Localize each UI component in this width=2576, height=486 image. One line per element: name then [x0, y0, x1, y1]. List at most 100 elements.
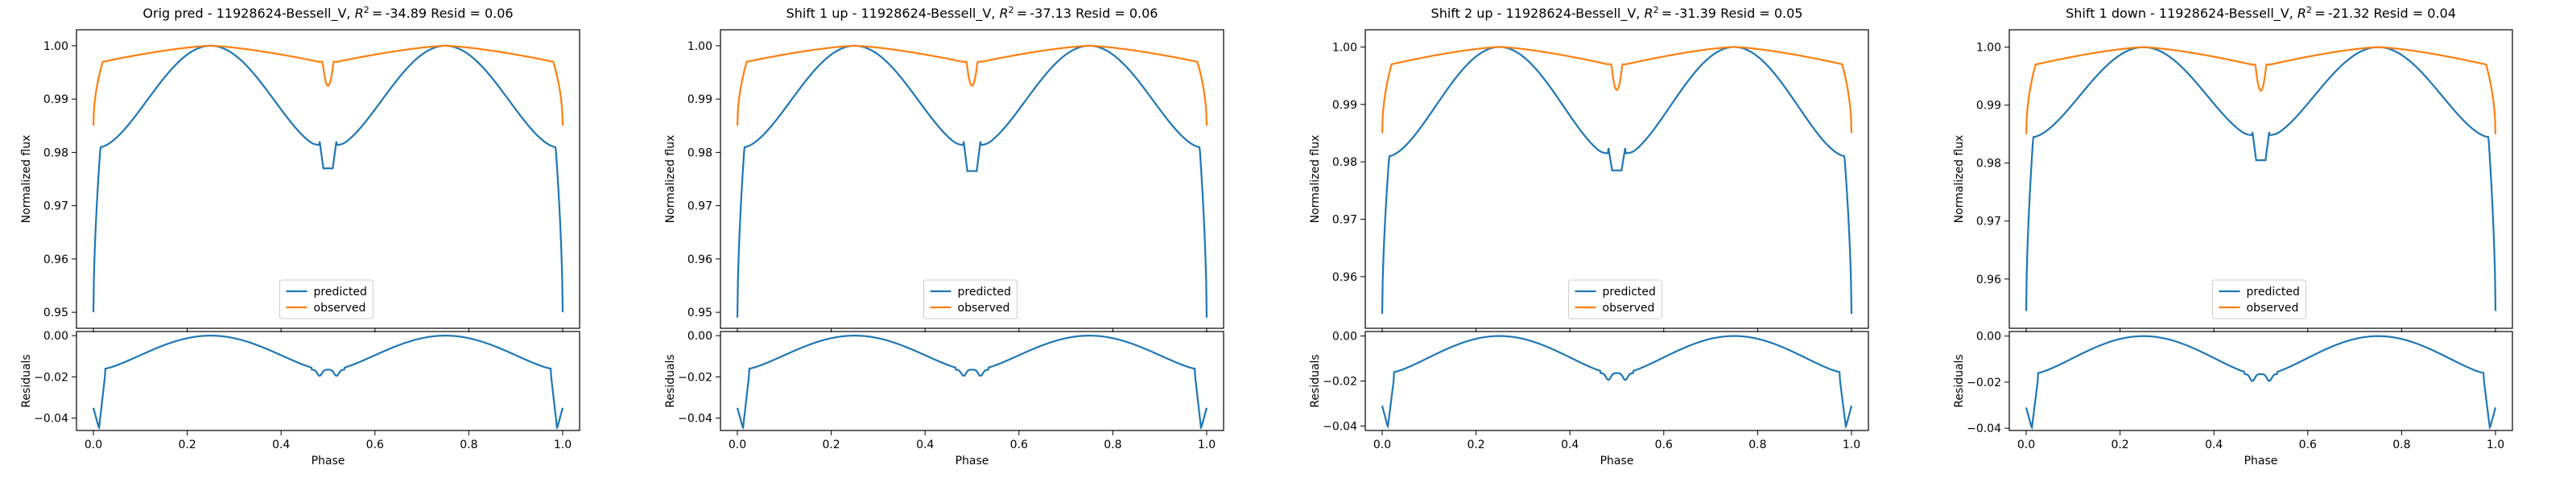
- flux-ytick-label: 1.00: [687, 40, 712, 53]
- flux-ytick-label: 0.99: [1976, 100, 2001, 113]
- residual-xtick-label: 0.6: [1655, 439, 1673, 451]
- residual-xtick-label: 0.2: [1467, 439, 1484, 451]
- residual-ylabel: Residuals: [664, 354, 677, 407]
- residual-xtick-label: 0.2: [2111, 439, 2128, 451]
- residual-ytick-label: 0.00: [43, 330, 68, 343]
- flux-ytick-label: 0.98: [1976, 158, 2001, 171]
- flux-ytick-label: 0.97: [1332, 213, 1357, 226]
- residual-ylabel: Residuals: [20, 354, 33, 407]
- r2-symbol: R: [2297, 6, 2306, 21]
- flux-ytick-label: 0.97: [1976, 216, 2001, 229]
- legend-label-predicted: predicted: [314, 286, 367, 299]
- legend-label-predicted: predicted: [2247, 286, 2300, 299]
- chart-panel-3: Shift 2 up - 11928624-Bessell_V, R2 = -3…: [1309, 5, 1869, 467]
- residual-xlabel: Phase: [2244, 455, 2278, 467]
- residual-xtick-label: 0.4: [272, 439, 290, 451]
- residual-xtick-label: 0.6: [366, 439, 384, 451]
- residual-xlabel: Phase: [312, 455, 345, 467]
- flux-ytick-label: 0.96: [43, 253, 68, 266]
- residual-ytick-label: −0.02: [34, 371, 68, 384]
- legend-label-observed: observed: [958, 302, 1010, 315]
- r2-exponent: 2: [1009, 5, 1014, 15]
- legend-label-observed: observed: [2247, 302, 2299, 315]
- flux-ytick-label: 0.97: [43, 200, 68, 213]
- flux-ytick-label: 0.99: [1332, 99, 1357, 112]
- residual-ytick-label: −0.04: [1323, 420, 1357, 433]
- r2-exponent: 2: [364, 5, 369, 15]
- residual-ylabel: Residuals: [1309, 354, 1322, 407]
- residual-xlabel: Phase: [956, 455, 989, 467]
- flux-ytick-label: 0.96: [687, 253, 712, 266]
- series-residual-line: [2025, 335, 2497, 430]
- flux-ylabel: Normalized flux: [664, 135, 677, 224]
- residual-xtick-label: 1.0: [1198, 439, 1216, 451]
- series-observed-line: [92, 44, 564, 126]
- series-residual-line: [92, 335, 564, 430]
- chart-title: Orig pred - 11928624-Bessell_V, R2 = -34…: [142, 5, 513, 22]
- title-prefix: Shift 1 down - 11928624-Bessell_V,: [2066, 6, 2297, 22]
- residual-ytick-label: 0.00: [1332, 331, 1357, 344]
- residual-ytick-label: −0.02: [678, 371, 712, 384]
- flux-axes-frame: [720, 29, 1224, 329]
- residual-xtick-label: 0.0: [1373, 439, 1391, 451]
- residual-xtick-label: 0.6: [2299, 439, 2317, 451]
- residual-xtick-label: 0.4: [1561, 439, 1579, 451]
- residual-xtick-label: 0.8: [460, 439, 477, 451]
- r2-value: = -31.39 Resid = 0.05: [1659, 6, 1803, 21]
- legend-box: [1568, 279, 1662, 319]
- chart-panel-4: Shift 1 down - 11928624-Bessell_V, R2 = …: [1953, 5, 2513, 467]
- residual-ytick-label: −0.02: [1967, 377, 2001, 389]
- flux-axes-frame: [1364, 29, 1869, 329]
- residual-xtick-label: 1.0: [1843, 439, 1860, 451]
- series-predicted-line: [92, 44, 564, 313]
- flux-ytick-label: 0.99: [687, 93, 712, 106]
- legend-label-predicted: predicted: [1603, 286, 1656, 299]
- series-residual-line: [736, 335, 1208, 430]
- r2-value: = -21.32 Resid = 0.04: [2312, 6, 2456, 21]
- residual-xtick-label: 0.8: [1104, 439, 1121, 451]
- flux-ytick-label: 0.95: [687, 307, 712, 319]
- legend-label-observed: observed: [314, 302, 366, 315]
- residual-xtick-label: 1.0: [554, 439, 572, 451]
- title-prefix: Shift 1 up - 11928624-Bessell_V,: [786, 6, 1000, 22]
- flux-ytick-label: 0.97: [687, 200, 712, 213]
- residual-ytick-label: −0.02: [1323, 376, 1357, 389]
- legend-box: [2212, 279, 2306, 319]
- flux-axes-frame: [2008, 29, 2513, 329]
- chart-title: Shift 1 up - 11928624-Bessell_V, R2 = -3…: [786, 5, 1158, 22]
- legend-label-observed: observed: [1603, 302, 1655, 315]
- r2-value: = -37.13 Resid = 0.06: [1014, 6, 1158, 21]
- residual-xtick-label: 1.0: [2487, 439, 2504, 451]
- residual-xlabel: Phase: [1600, 455, 1634, 467]
- series-predicted-line: [1381, 46, 1853, 315]
- legend-box: [279, 279, 374, 319]
- residual-axes-frame: [76, 331, 580, 431]
- flux-ytick-label: 0.96: [1976, 274, 2001, 286]
- series-predicted-line: [2025, 46, 2497, 311]
- chart-panel-2: Shift 1 up - 11928624-Bessell_V, R2 = -3…: [664, 5, 1224, 467]
- residual-axes-frame: [1364, 331, 1869, 431]
- chart-title: Shift 1 down - 11928624-Bessell_V, R2 = …: [2066, 5, 2456, 22]
- flux-ylabel: Normalized flux: [1309, 135, 1322, 224]
- residual-ytick-label: −0.04: [1967, 422, 2001, 435]
- flux-ytick-label: 0.96: [1332, 271, 1357, 284]
- residual-xtick-label: 0.8: [1748, 439, 1766, 451]
- chart-title: Shift 2 up - 11928624-Bessell_V, R2 = -3…: [1431, 5, 1803, 22]
- flux-ytick-label: 0.98: [43, 146, 68, 159]
- title-prefix: Shift 2 up - 11928624-Bessell_V,: [1431, 6, 1645, 22]
- r2-exponent: 2: [2306, 5, 2312, 15]
- flux-ylabel: Normalized flux: [20, 135, 33, 224]
- residual-xtick-label: 0.4: [916, 439, 934, 451]
- r2-symbol: R: [355, 6, 364, 21]
- legend-label-predicted: predicted: [958, 286, 1011, 299]
- title-prefix: Orig pred - 11928624-Bessell_V,: [142, 6, 354, 22]
- flux-ytick-label: 1.00: [1332, 41, 1357, 54]
- flux-ytick-label: 1.00: [1976, 42, 2001, 55]
- residual-ytick-label: 0.00: [1976, 331, 2001, 344]
- legend-box: [923, 279, 1018, 319]
- residual-xtick-label: 0.2: [822, 439, 840, 451]
- residual-xtick-label: 0.0: [85, 439, 102, 451]
- chart-panel-1: Orig pred - 11928624-Bessell_V, R2 = -34…: [20, 5, 580, 467]
